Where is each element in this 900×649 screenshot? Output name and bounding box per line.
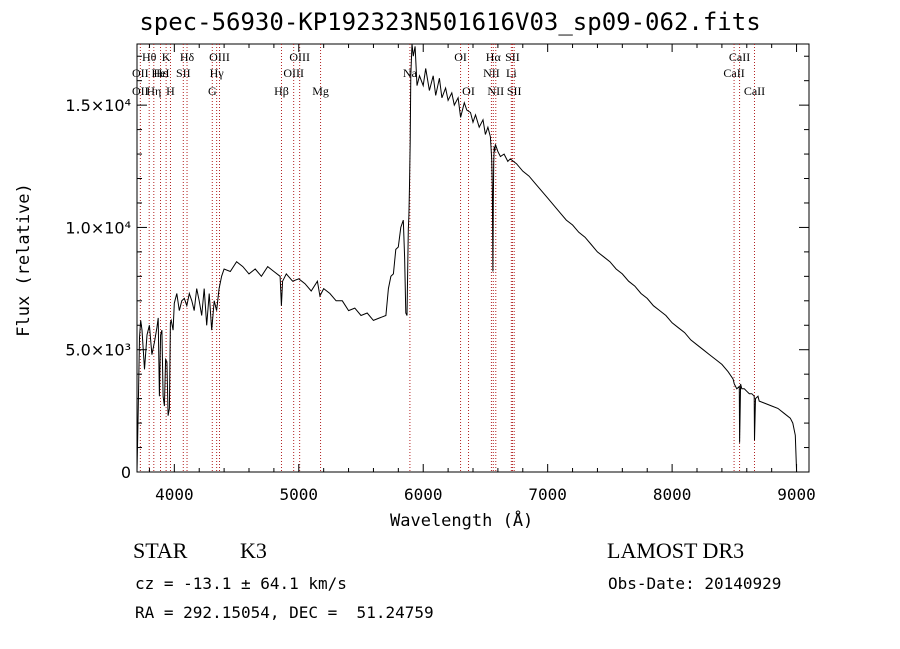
spectrum-series-line [136,43,798,473]
line-marker-label: NII [487,84,504,98]
line-marker-label: Na [403,66,418,80]
line-marker-label: CaII [744,84,765,98]
line-marker-label: OII [132,84,149,98]
x-tick-label: 5000 [280,485,319,504]
plot-frame [136,43,810,473]
x-tick-label: 6000 [404,485,443,504]
line-marker-label: K [162,50,171,64]
class-label: STAR [133,538,188,563]
line-marker-label: Hθ [142,50,157,64]
y-tick-label: 1.0×10⁴ [65,218,131,237]
line-marker-label: Hδ [180,50,195,64]
line-marker-label: HeI [152,66,170,80]
redshift-text: cz = -13.1 ± 64.1 km/s [135,574,347,593]
line-marker-label: Hε [154,66,168,80]
x-tick-label: 8000 [653,485,692,504]
x-tick-label: 9000 [777,485,816,504]
obs-date-text: Obs-Date: 20140929 [608,574,782,593]
line-marker-label: H [166,84,175,98]
y-tick-label: 5.0×10³ [65,341,131,360]
line-marker-label: OIII [283,66,304,80]
line-marker-label: OIII [209,50,230,64]
line-marker-lines [139,44,755,472]
line-marker-label: SII [507,84,522,98]
y-axis-label: Flux (relative) [14,183,34,337]
line-marker-label: Mg [312,84,329,98]
line-marker-label: OI [462,84,475,98]
coordinates-text: RA = 292.15054, DEC = 51.24759 [135,603,434,622]
x-axis-label: Wavelength (Å) [390,511,534,531]
line-marker-label: CaII [729,50,750,64]
line-marker-label: Li [506,66,517,80]
line-marker-label: OI [454,50,467,64]
line-marker-label: OIII [289,50,310,64]
line-marker-label: Hβ [274,84,289,98]
line-marker-label: Hα [486,50,502,64]
line-marker-label: G [208,84,217,98]
line-marker-label: CaII [723,66,744,80]
line-marker-label: NII [483,66,500,80]
line-marker-label: Hγ [210,66,225,80]
y-tick-label: 0 [121,463,131,482]
axis-ticks: 4000 5000 6000 7000 8000 9000 0 5.0×10³ 1.0×10⁴ 1… [65,44,816,504]
line-marker-label: SII [505,50,520,64]
line-marker-label: Hη [146,84,161,98]
subclass-label: K3 [240,538,267,563]
survey-label: LAMOST DR3 [607,538,745,563]
line-marker-label: OII [132,66,149,80]
x-tick-label: 7000 [528,485,567,504]
line-marker-label: SII [176,66,191,80]
y-tick-label: 1.5×10⁴ [65,96,131,115]
x-tick-label: 4000 [155,485,194,504]
chart-title: spec-56930-KP192323N501616V03_sp09-062.f… [139,8,761,36]
